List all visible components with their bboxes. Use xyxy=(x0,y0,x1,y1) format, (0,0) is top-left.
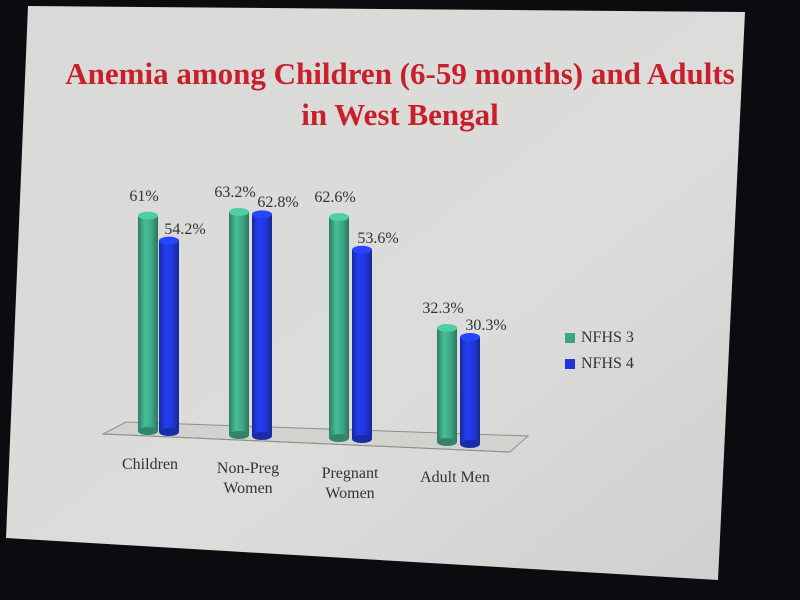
category-label-3: Adult Men xyxy=(400,468,510,488)
legend-label-nfhs4: NFHS 4 xyxy=(581,355,634,372)
category-label-line: Women xyxy=(223,480,273,497)
data-label-nfhs4-2: 53.6% xyxy=(357,229,399,247)
bar-nfhs3-2 xyxy=(329,213,349,442)
legend: NFHS 3 NFHS 4 xyxy=(565,325,634,377)
data-label-nfhs4-1: 62.8% xyxy=(257,194,299,212)
category-label-line: Pregnant xyxy=(321,465,379,482)
chart-title-line-1: Anemia among Children (6-59 months) and … xyxy=(65,56,735,91)
category-label-line: Women xyxy=(325,485,375,502)
legend-entry-nfhs3: NFHS 3 xyxy=(565,325,634,351)
data-label-nfhs4-0: 54.2% xyxy=(164,220,206,238)
legend-swatch-nfhs3 xyxy=(565,333,575,343)
data-label-nfhs3-3: 32.3% xyxy=(422,299,464,317)
data-label-nfhs3-1: 63.2% xyxy=(214,183,256,201)
legend-entry-nfhs4: NFHS 4 xyxy=(565,351,634,377)
legend-swatch-nfhs4 xyxy=(565,359,575,369)
category-label-line: Adult Men xyxy=(420,469,490,486)
category-label-0: Children xyxy=(95,455,205,475)
legend-label-nfhs3: NFHS 3 xyxy=(581,329,634,346)
bar-nfhs3-1 xyxy=(229,207,249,439)
bar-nfhs3-0 xyxy=(138,211,158,435)
data-label-nfhs3-2: 62.6% xyxy=(314,189,356,207)
chart-baseline xyxy=(102,433,511,453)
bar-nfhs4-1 xyxy=(252,210,272,440)
bar-nfhs4-2 xyxy=(352,245,372,443)
data-label-nfhs4-3: 30.3% xyxy=(465,317,507,335)
bar-nfhs4-3 xyxy=(460,333,480,448)
category-label-line: Non-Preg xyxy=(216,460,280,477)
bar-nfhs3-3 xyxy=(437,323,457,446)
data-label-nfhs3-0: 61% xyxy=(129,187,159,205)
category-label-line: Children xyxy=(122,456,178,473)
category-label-1: Non-Preg Women xyxy=(193,459,303,499)
category-label-2: Pregnant Women xyxy=(295,464,405,504)
bar-nfhs4-0 xyxy=(159,236,179,436)
chart-title-line-2: in West Bengal xyxy=(301,97,499,132)
